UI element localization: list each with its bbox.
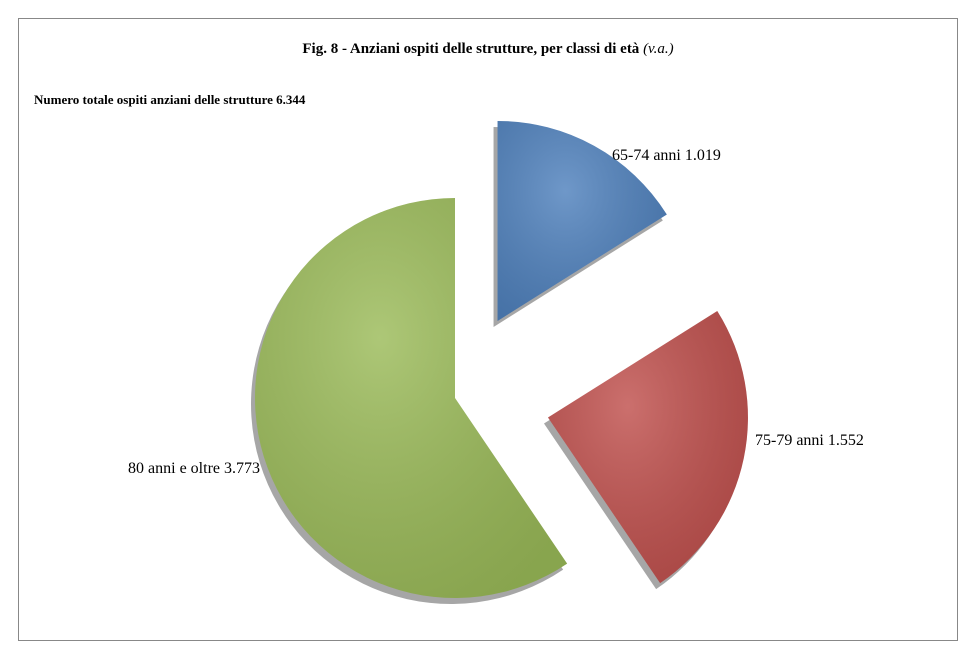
slice-label: 65-74 anni 1.019 [612, 147, 721, 164]
slice-shade [497, 120, 667, 321]
title-text: Fig. 8 - Anziani ospiti delle strutture,… [302, 41, 639, 57]
slice-category: 80 anni e oltre [128, 460, 220, 477]
slice-value: 1.019 [685, 147, 721, 164]
slice-value: 3.773 [224, 460, 260, 477]
slice-label: 80 anni e oltre 3.773 [128, 460, 260, 477]
slice-category: 65-74 anni [612, 147, 681, 164]
slice-label: 75-79 anni 1.552 [755, 432, 864, 449]
slice-shade [254, 198, 568, 598]
slice-value: 1.552 [828, 432, 864, 449]
slice-shade [547, 311, 748, 584]
chart-title: Fig. 8 - Anziani ospiti delle strutture,… [302, 41, 673, 57]
title-unit: (v.a.) [643, 41, 674, 57]
chart-subtitle: Numero totale ospiti anziani delle strut… [34, 92, 306, 107]
slice-category: 75-79 anni [755, 432, 824, 449]
pie [250, 120, 748, 604]
